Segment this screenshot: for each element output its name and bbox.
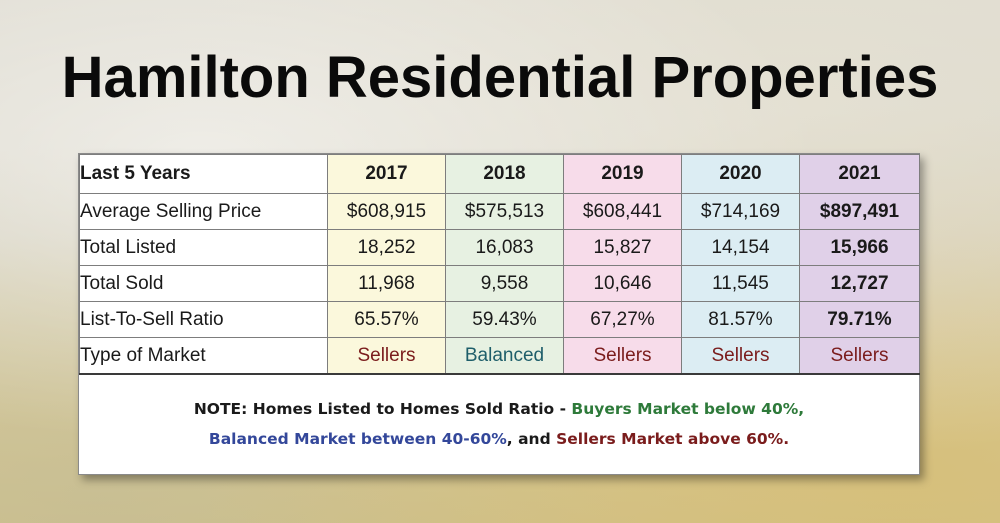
row-label: Total Listed bbox=[79, 229, 328, 266]
data-table-card: Last 5 Years 2017 2018 2019 2020 2021 Average … bbox=[78, 153, 920, 475]
table-cell: 59.43% bbox=[445, 301, 564, 338]
table-cell: Sellers bbox=[563, 337, 682, 375]
note-line-2: Balanced Market between 40-60%, and Sell… bbox=[79, 424, 919, 454]
table-cell: $897,491 bbox=[799, 193, 920, 230]
table-cell: $608,915 bbox=[327, 193, 446, 230]
table-cell: Sellers bbox=[799, 337, 920, 375]
table-row: Type of Market Sellers Balanced Sellers Sell… bbox=[79, 337, 920, 375]
table-corner-label: Last 5 Years bbox=[79, 154, 328, 194]
table-row: List-To-Sell Ratio 65.57% 59.43% 67,27% 81.5… bbox=[79, 301, 920, 338]
note-line-1: NOTE: Homes Listed to Homes Sold Ratio -… bbox=[79, 394, 919, 424]
table-cell: Sellers bbox=[327, 337, 446, 375]
table-cell: $575,513 bbox=[445, 193, 564, 230]
table-cell: 15,827 bbox=[563, 229, 682, 266]
table-cell: 79.71% bbox=[799, 301, 920, 338]
table-cell: 15,966 bbox=[799, 229, 920, 266]
page-title: Hamilton Residential Properties bbox=[61, 45, 939, 110]
row-label: Total Sold bbox=[79, 265, 328, 302]
table-row: Total Sold 11,968 9,558 10,646 11,545 12,727 bbox=[79, 265, 920, 302]
row-label: List-To-Sell Ratio bbox=[79, 301, 328, 338]
row-label: Type of Market bbox=[79, 337, 328, 375]
column-header-2020: 2020 bbox=[681, 154, 800, 194]
column-header-2018: 2018 bbox=[445, 154, 564, 194]
row-label: Average Selling Price bbox=[79, 193, 328, 230]
table-cell: Sellers bbox=[681, 337, 800, 375]
table-cell: 81.57% bbox=[681, 301, 800, 338]
table-cell: 67,27% bbox=[563, 301, 682, 338]
table-row: Average Selling Price $608,915 $575,513 $60… bbox=[79, 193, 920, 230]
note-sellers: Sellers Market above 60%. bbox=[556, 430, 790, 448]
table-cell: 65.57% bbox=[327, 301, 446, 338]
table-cell: 14,154 bbox=[681, 229, 800, 266]
column-header-2017: 2017 bbox=[327, 154, 446, 194]
market-note: NOTE: Homes Listed to Homes Sold Ratio -… bbox=[79, 394, 919, 454]
table-cell: $608,441 bbox=[563, 193, 682, 230]
table-cell: 12,727 bbox=[799, 265, 920, 302]
table-cell: 9,558 bbox=[445, 265, 564, 302]
note-balanced: Balanced Market between 40-60% bbox=[208, 430, 507, 448]
table-cell: 18,252 bbox=[327, 229, 446, 266]
market-stats-table: Last 5 Years 2017 2018 2019 2020 2021 Average … bbox=[79, 154, 920, 375]
column-header-2019: 2019 bbox=[563, 154, 682, 194]
table-cell: 11,545 bbox=[681, 265, 800, 302]
note-prefix: NOTE: Homes Listed to Homes Sold Ratio - bbox=[193, 400, 572, 418]
table-cell: 16,083 bbox=[445, 229, 564, 266]
note-buyers: Buyers Market below 40%, bbox=[571, 400, 805, 418]
column-header-2021: 2021 bbox=[799, 154, 920, 194]
table-cell: Balanced bbox=[445, 337, 564, 375]
table-row: Total Listed 18,252 16,083 15,827 14,154 15,9… bbox=[79, 229, 920, 266]
table-cell: 10,646 bbox=[563, 265, 682, 302]
table-cell: $714,169 bbox=[681, 193, 800, 230]
note-middle: , and bbox=[506, 430, 557, 448]
table-cell: 11,968 bbox=[327, 265, 446, 302]
table-header-row: Last 5 Years 2017 2018 2019 2020 2021 bbox=[79, 154, 920, 194]
